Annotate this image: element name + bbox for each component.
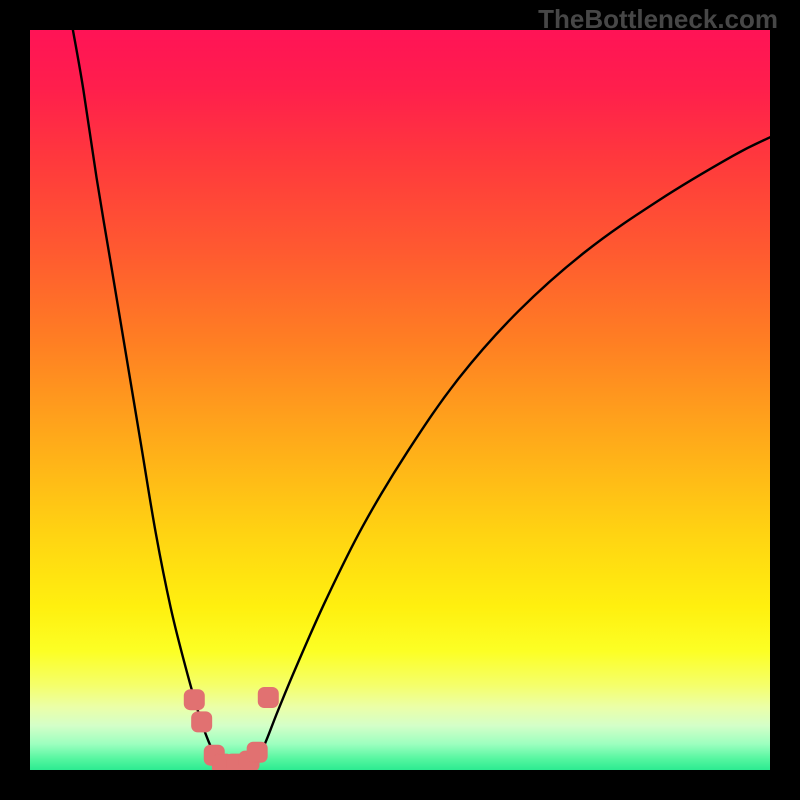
plot-area [30, 30, 770, 770]
data-marker [192, 712, 212, 732]
chart-svg [30, 30, 770, 770]
data-marker [184, 690, 204, 710]
gradient-background [30, 30, 770, 770]
data-marker [247, 742, 267, 762]
data-marker [258, 687, 278, 707]
watermark-text: TheBottleneck.com [538, 4, 778, 35]
